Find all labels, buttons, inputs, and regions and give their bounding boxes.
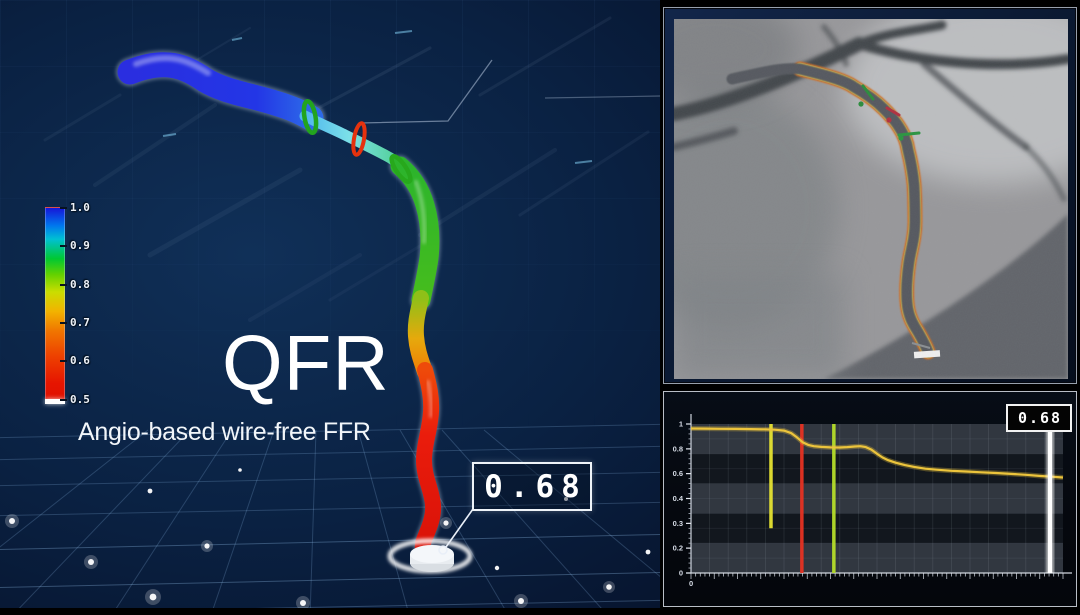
angiogram-panel (663, 7, 1077, 384)
accent-dashes (162, 30, 593, 164)
vessel-3d-scene (0, 16, 660, 608)
y-tick-label: 0.2 (673, 544, 683, 553)
pullback-curve (690, 427, 1064, 479)
floor-node-dots (5, 468, 651, 608)
floor-grid (0, 423, 660, 608)
colorbar-tick (60, 207, 67, 209)
vessel-rings (301, 98, 413, 184)
colorbar-tick (60, 321, 67, 324)
angiogram-image (674, 19, 1068, 379)
colorbar-tick (60, 360, 67, 363)
colorbar-tick-label: 1.0 (70, 201, 90, 214)
colorbar-tick-label: 0.7 (70, 315, 90, 329)
y-tick-label: 0.3 (673, 519, 683, 528)
light-streaks (43, 16, 650, 322)
y-tick-label: 0 (679, 569, 683, 578)
y-tick-label: 1 (679, 420, 683, 429)
plot-band (691, 513, 1063, 544)
colorbar-tick (60, 398, 67, 401)
colorbar-tick-label: 0.8 (70, 277, 90, 291)
chart-value-box: 0.68 (1006, 404, 1072, 432)
qfr-value-callout: 0.68 (472, 462, 592, 511)
page-title: QFR (222, 319, 390, 407)
y-tick-label: 0.8 (673, 444, 683, 453)
proximal-ring (301, 98, 319, 136)
plot-background (691, 424, 1063, 573)
plot-band (691, 483, 1063, 514)
vessel-3d-panel: 1.0 0.9 0.8 0.7 0.6 0.5 QFR Angio-based wire-… (0, 0, 660, 608)
x-origin-label: 0 (689, 579, 693, 588)
annotation-leader-lines (359, 59, 660, 124)
y-tick-label: 0.4 (673, 494, 684, 503)
pullback-chart: 1 0.8 0.6 0.4 0.3 0.2 00 (673, 410, 1072, 588)
xray-grain (674, 19, 1068, 379)
colorbar-tick-label: 0.5 (70, 392, 90, 406)
callout-connector-line (438, 508, 474, 555)
distal-ring (389, 154, 413, 184)
colorbar-tick (60, 245, 67, 248)
plot-band (691, 453, 1063, 484)
page-subtitle: Angio-based wire-free FFR (78, 418, 371, 446)
vessel-endpoint-disc (387, 538, 473, 574)
plot-band (691, 543, 1063, 573)
qfr-pullback-chart-panel: 1 0.8 0.6 0.4 0.3 0.2 0 0 0.68 (663, 391, 1077, 607)
colorbar-tick (60, 283, 67, 286)
vessel-segment-proximal (117, 52, 324, 131)
stenosis-ring (351, 121, 367, 157)
y-tick-label: 0.6 (673, 469, 683, 478)
background-grid (0, 0, 660, 608)
colorbar-tick-label: 0.6 (70, 354, 90, 368)
colorbar-tick-label: 0.9 (70, 239, 90, 253)
colorbar-bottom-cap (45, 399, 65, 404)
colorbar-gradient (45, 207, 65, 404)
vessel-segment-transition (407, 290, 433, 380)
qfr-colorbar: 1.0 0.9 0.8 0.7 0.6 0.5 (45, 201, 105, 407)
